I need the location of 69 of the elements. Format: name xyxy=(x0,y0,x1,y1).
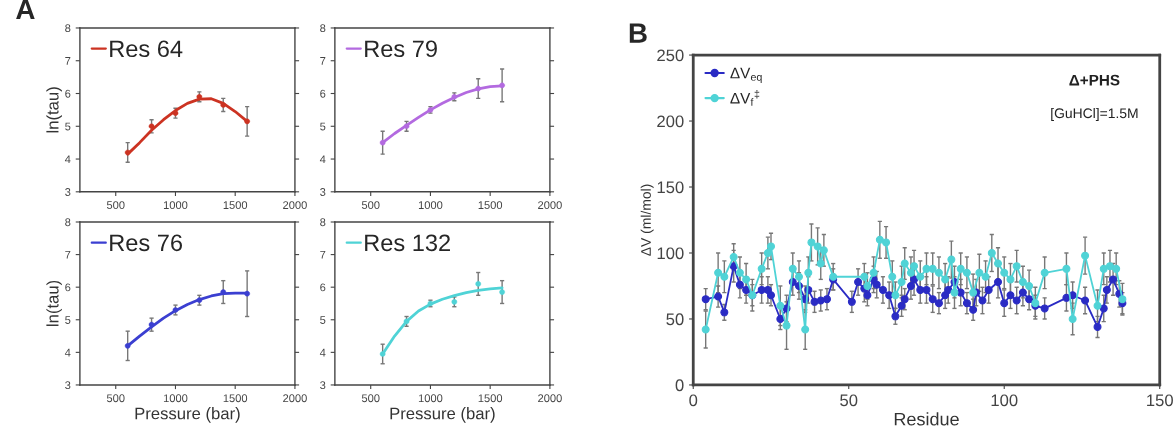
x-tick-label: 500 xyxy=(106,394,125,403)
chart-title: A xyxy=(16,0,35,19)
y-tick-label: 0 xyxy=(675,379,684,392)
y-tick-label: 6 xyxy=(65,89,71,98)
x-tick-label: 500 xyxy=(361,394,380,403)
annotation: Δ+PHS xyxy=(1069,74,1120,86)
legend-label: ΔV$_{f}$$^{‡}$ xyxy=(730,90,760,106)
y-tick-label: 6 xyxy=(320,89,326,98)
y-tick-label: 7 xyxy=(65,250,71,259)
line-series xyxy=(381,84,504,145)
x-axis-title: Pressure (bar) xyxy=(135,407,240,423)
y-tick-label: 7 xyxy=(65,57,71,65)
y-tick-label: 100 xyxy=(657,247,684,260)
x-tick-label: 1500 xyxy=(223,394,248,403)
y-tick-label: 6 xyxy=(65,283,71,292)
legend-label: Res 132 xyxy=(365,234,450,252)
y-tick-label: 4 xyxy=(64,155,71,164)
x-axis-title: Residue xyxy=(894,412,959,426)
x-tick-label: 2000 xyxy=(538,201,562,209)
x-tick-label: 150 xyxy=(1147,394,1173,407)
y-tick-label: 250 xyxy=(657,49,684,62)
x-tick-label: 50 xyxy=(840,394,858,407)
x-tick-label: 1000 xyxy=(163,201,188,209)
y-tick-label: 8 xyxy=(65,218,71,227)
y-tick-label: 4 xyxy=(64,348,71,357)
y-tick-label: 5 xyxy=(65,122,71,131)
legend-label: ΔV$_{eq}$ xyxy=(730,67,762,83)
y-tick-label: 3 xyxy=(65,381,71,390)
y-axis-title: ln(tau) xyxy=(46,87,62,133)
y-tick-label: 3 xyxy=(320,381,326,390)
x-tick-label: 100 xyxy=(991,394,1018,407)
x-tick-label: 1000 xyxy=(418,201,443,209)
x-tick-label: 2000 xyxy=(283,394,307,403)
y-tick-label: 7 xyxy=(320,57,326,65)
x-tick-label: 1000 xyxy=(418,394,443,403)
y-tick-label: 6 xyxy=(320,283,326,292)
legend-label: Res 76 xyxy=(110,234,183,252)
x-axis-title: Pressure (bar) xyxy=(390,407,495,423)
y-tick-label: 200 xyxy=(657,115,684,128)
y-tick-label: 7 xyxy=(320,250,326,259)
line-series xyxy=(126,291,249,348)
y-tick-label: 3 xyxy=(320,188,326,196)
x-tick-label: 1500 xyxy=(478,394,503,403)
y-tick-label: 5 xyxy=(320,122,326,131)
x-tick-label: 1000 xyxy=(163,394,188,403)
y-axis-title: ln(tau) xyxy=(46,280,62,326)
y-tick-label: 8 xyxy=(320,218,326,227)
x-tick-label: 1500 xyxy=(478,201,503,209)
annotation: [GuHCl]=1.5M xyxy=(1051,107,1138,121)
x-tick-label: 500 xyxy=(361,201,380,209)
y-tick-label: 5 xyxy=(65,316,71,324)
y-tick-label: 4 xyxy=(319,155,326,164)
y-axis-title: ΔV (ml/mol) xyxy=(640,184,654,256)
legend-label: Res 79 xyxy=(365,40,437,58)
x-tick-label: 500 xyxy=(106,201,125,209)
x-tick-label: 1500 xyxy=(223,201,248,209)
y-tick-label: 4 xyxy=(319,348,326,357)
legend-label: Res 64 xyxy=(110,40,183,58)
x-tick-label: 2000 xyxy=(538,394,562,403)
chart-title: B xyxy=(629,23,647,43)
y-tick-label: 8 xyxy=(320,24,326,33)
y-tick-label: 8 xyxy=(65,24,71,33)
x-tick-label: 2000 xyxy=(283,201,307,209)
x-tick-label: 0 xyxy=(689,394,698,407)
y-tick-label: 3 xyxy=(65,188,71,196)
y-tick-label: 150 xyxy=(657,181,684,194)
line-series xyxy=(381,286,504,356)
y-tick-label: 50 xyxy=(666,313,684,326)
y-tick-label: 5 xyxy=(320,316,326,324)
